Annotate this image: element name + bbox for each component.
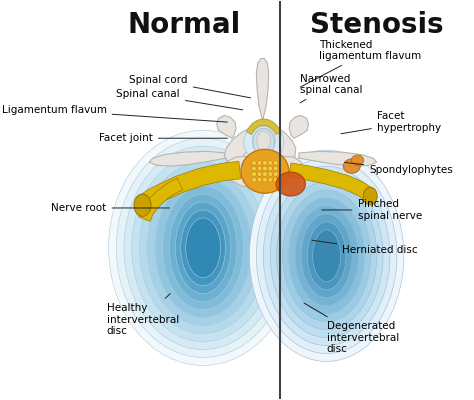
Circle shape	[263, 177, 267, 182]
Circle shape	[268, 177, 273, 182]
Text: Normal: Normal	[127, 11, 240, 39]
Ellipse shape	[351, 155, 364, 165]
Polygon shape	[139, 161, 241, 210]
Polygon shape	[265, 122, 296, 164]
Ellipse shape	[134, 194, 151, 216]
Polygon shape	[226, 155, 301, 189]
Ellipse shape	[289, 198, 365, 314]
Circle shape	[263, 172, 267, 176]
Ellipse shape	[186, 218, 220, 278]
Circle shape	[252, 166, 256, 171]
Ellipse shape	[249, 150, 404, 362]
Ellipse shape	[295, 206, 358, 306]
Circle shape	[263, 160, 267, 165]
Text: Nerve root: Nerve root	[51, 203, 170, 213]
Ellipse shape	[253, 128, 274, 156]
Circle shape	[268, 166, 273, 171]
Circle shape	[257, 172, 262, 176]
Ellipse shape	[264, 166, 390, 346]
Ellipse shape	[116, 138, 290, 358]
Ellipse shape	[132, 154, 274, 342]
Ellipse shape	[257, 131, 271, 151]
Polygon shape	[149, 151, 226, 166]
Ellipse shape	[252, 126, 275, 154]
Text: Ligamentum flavum: Ligamentum flavum	[1, 105, 228, 122]
Text: Spinal canal: Spinal canal	[116, 89, 243, 110]
Ellipse shape	[256, 158, 397, 354]
Text: Spinal cord: Spinal cord	[129, 76, 251, 98]
Text: Narrowed
spinal canal: Narrowed spinal canal	[300, 74, 362, 103]
Ellipse shape	[147, 170, 259, 326]
Circle shape	[257, 166, 262, 171]
Ellipse shape	[283, 190, 371, 322]
Ellipse shape	[124, 146, 282, 350]
Ellipse shape	[307, 222, 346, 290]
Text: Thickened
ligamentum flavum: Thickened ligamentum flavum	[300, 40, 421, 87]
Polygon shape	[224, 122, 264, 164]
Ellipse shape	[181, 210, 226, 286]
Polygon shape	[247, 119, 281, 135]
Ellipse shape	[313, 230, 340, 282]
Circle shape	[273, 177, 278, 182]
Ellipse shape	[301, 214, 352, 298]
Circle shape	[257, 177, 262, 182]
Ellipse shape	[244, 123, 284, 161]
Ellipse shape	[155, 178, 251, 318]
Polygon shape	[289, 116, 309, 138]
Circle shape	[252, 160, 256, 165]
Ellipse shape	[109, 130, 298, 366]
Circle shape	[252, 177, 256, 182]
Ellipse shape	[163, 186, 244, 310]
Ellipse shape	[139, 162, 267, 334]
Circle shape	[268, 172, 273, 176]
Polygon shape	[289, 163, 372, 200]
Text: Facet joint: Facet joint	[99, 133, 228, 143]
Text: Pinched
spinal nerve: Pinched spinal nerve	[322, 199, 422, 221]
Polygon shape	[139, 178, 182, 222]
Circle shape	[268, 160, 273, 165]
Ellipse shape	[175, 202, 231, 294]
Circle shape	[273, 166, 278, 171]
Circle shape	[273, 160, 278, 165]
Circle shape	[273, 172, 278, 176]
Polygon shape	[217, 116, 236, 138]
Ellipse shape	[363, 187, 377, 205]
Text: Spondylophytes: Spondylophytes	[345, 162, 453, 175]
Ellipse shape	[270, 174, 383, 338]
Polygon shape	[256, 58, 269, 122]
Polygon shape	[299, 151, 377, 166]
Ellipse shape	[241, 149, 289, 193]
Ellipse shape	[169, 194, 237, 302]
Text: Degenerated
intervertebral
disc: Degenerated intervertebral disc	[304, 303, 399, 354]
Text: Facet
hypertrophy: Facet hypertrophy	[341, 112, 441, 134]
Ellipse shape	[276, 182, 377, 330]
Circle shape	[263, 166, 267, 171]
Circle shape	[257, 160, 262, 165]
Circle shape	[252, 172, 256, 176]
Ellipse shape	[343, 159, 360, 173]
Text: Herniated disc: Herniated disc	[312, 240, 418, 255]
Text: Healthy
intervertebral
disc: Healthy intervertebral disc	[107, 294, 179, 336]
Ellipse shape	[276, 172, 305, 196]
Text: Stenosis: Stenosis	[310, 11, 444, 39]
